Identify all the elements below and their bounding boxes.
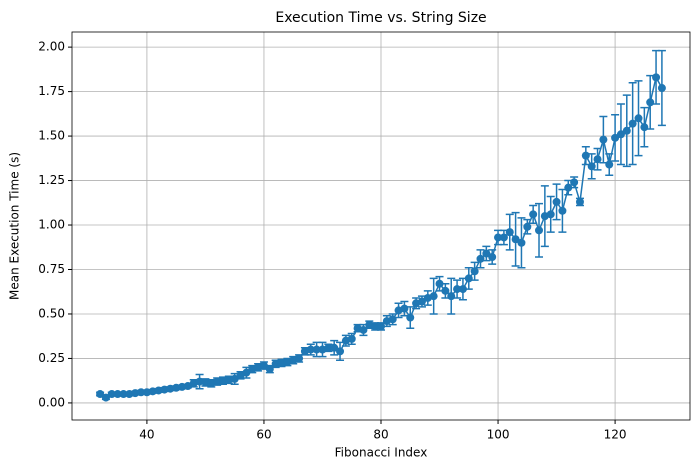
y-tick-label: 0.50 xyxy=(38,306,65,320)
y-tick-label: 0.25 xyxy=(38,351,65,365)
data-point xyxy=(535,226,544,235)
data-point xyxy=(581,151,590,160)
data-point xyxy=(575,197,584,206)
data-point xyxy=(113,390,122,399)
data-point xyxy=(441,286,450,295)
data-point xyxy=(195,377,204,386)
x-tick-label: 60 xyxy=(256,428,271,442)
data-point xyxy=(552,197,561,206)
data-point xyxy=(628,119,637,128)
data-point xyxy=(137,388,146,397)
y-tick-label: 1.00 xyxy=(38,218,65,232)
data-point xyxy=(154,386,163,395)
data-point xyxy=(499,233,508,242)
data-point xyxy=(371,322,380,331)
data-point xyxy=(271,359,280,368)
data-point xyxy=(646,98,655,107)
data-point xyxy=(101,393,110,402)
data-point xyxy=(634,114,643,123)
data-point xyxy=(388,315,397,324)
data-point xyxy=(640,123,649,132)
data-point xyxy=(142,388,151,397)
data-point xyxy=(359,325,368,334)
data-point xyxy=(476,254,485,263)
data-point xyxy=(119,390,128,399)
data-point xyxy=(529,210,538,219)
chart-title: Execution Time vs. String Size xyxy=(275,10,486,26)
data-point xyxy=(295,354,304,363)
data-point xyxy=(306,345,315,354)
data-point xyxy=(224,375,233,384)
data-point xyxy=(505,228,514,237)
data-point xyxy=(172,383,181,392)
data-point xyxy=(429,292,438,301)
x-tick-label: 40 xyxy=(139,428,154,442)
data-point xyxy=(330,343,339,352)
data-point xyxy=(482,249,491,258)
data-point xyxy=(125,390,134,399)
data-point xyxy=(242,368,251,377)
data-point xyxy=(488,253,497,262)
data-point xyxy=(616,130,625,139)
data-point xyxy=(377,322,385,331)
data-point xyxy=(259,361,268,370)
y-tick-label: 1.25 xyxy=(38,173,65,187)
data-point xyxy=(622,126,631,135)
x-axis-label: Fibonacci Index xyxy=(335,446,428,460)
data-point xyxy=(453,285,462,294)
data-point xyxy=(470,267,479,276)
x-tick-label: 100 xyxy=(487,428,510,442)
data-point xyxy=(587,162,596,171)
data-point xyxy=(458,285,467,294)
data-point xyxy=(148,387,157,396)
data-point xyxy=(523,222,532,231)
data-point xyxy=(166,384,175,393)
data-point xyxy=(599,135,608,144)
data-point xyxy=(201,378,210,387)
data-point xyxy=(611,133,620,142)
data-point xyxy=(558,206,567,215)
data-point xyxy=(265,365,274,374)
y-tick-label: 2.00 xyxy=(38,40,65,54)
data-point xyxy=(464,274,473,283)
data-point xyxy=(593,155,602,164)
data-point xyxy=(400,304,409,313)
data-point xyxy=(511,235,520,244)
data-point xyxy=(277,358,286,367)
data-point xyxy=(336,347,345,356)
data-point xyxy=(605,160,614,169)
data-point xyxy=(435,279,444,288)
data-point xyxy=(312,345,321,354)
data-point xyxy=(447,292,456,301)
data-point xyxy=(213,377,222,386)
data-point xyxy=(218,376,227,385)
data-point xyxy=(347,334,356,343)
data-point xyxy=(230,374,239,383)
data-point xyxy=(494,233,503,242)
plot-frame xyxy=(71,31,691,421)
data-point xyxy=(178,382,187,391)
data-point xyxy=(546,210,555,219)
data-point xyxy=(324,343,333,352)
y-tick-label: 1.75 xyxy=(38,84,65,98)
data-point xyxy=(131,389,140,398)
y-tick-label: 0.00 xyxy=(38,395,65,409)
data-point xyxy=(417,297,426,306)
data-point xyxy=(96,390,105,399)
data-point xyxy=(517,238,526,247)
y-tick-label: 1.50 xyxy=(38,129,65,143)
data-point xyxy=(570,178,579,187)
x-tick-label: 120 xyxy=(604,428,627,442)
data-point xyxy=(657,84,666,93)
data-point xyxy=(564,183,573,192)
data-point xyxy=(406,313,415,322)
y-axis-label: Mean Execution Time (s) xyxy=(8,152,22,300)
data-point xyxy=(160,385,169,394)
y-tick-label: 0.75 xyxy=(38,262,65,276)
data-point xyxy=(107,390,116,399)
data-point xyxy=(652,73,661,82)
x-tick-label: 80 xyxy=(373,428,388,442)
